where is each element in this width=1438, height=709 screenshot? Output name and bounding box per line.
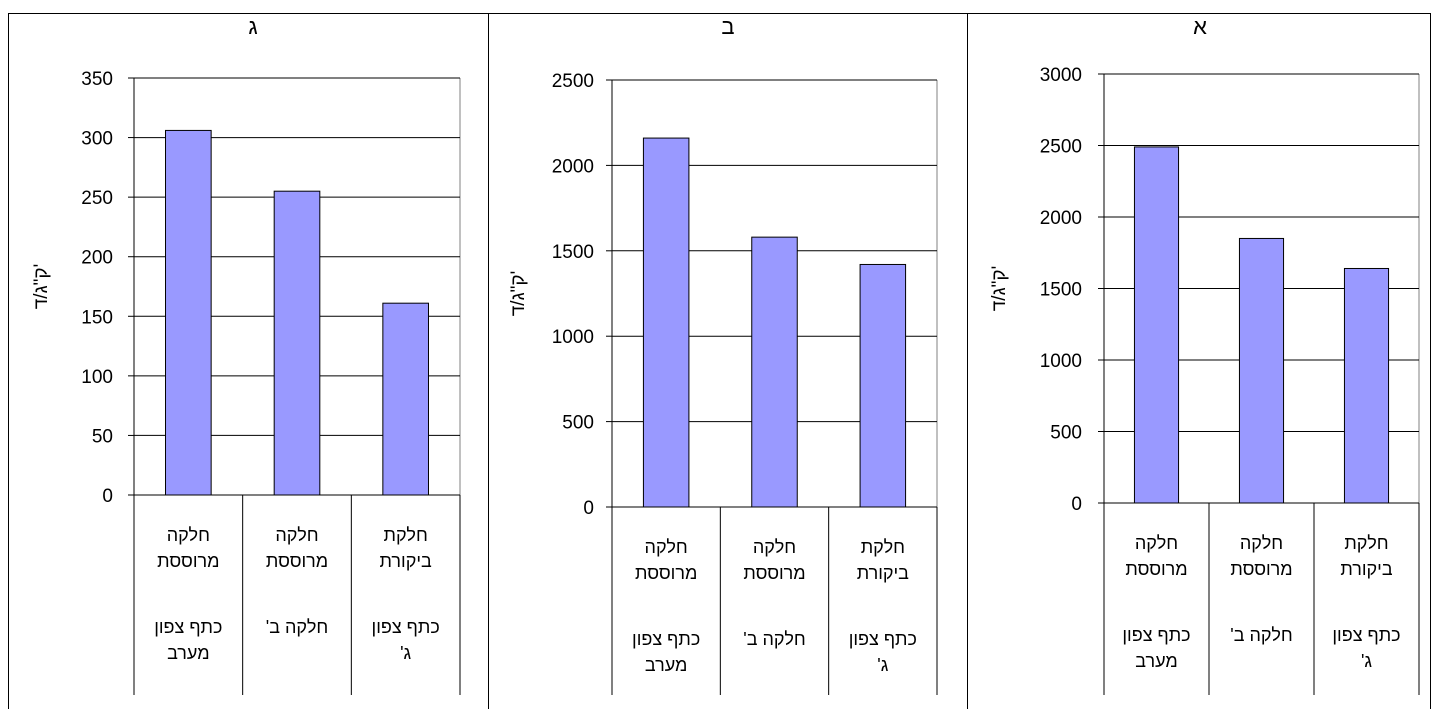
y-tick-label: 0 — [583, 498, 594, 519]
y-tick-label: 1000 — [552, 327, 594, 348]
category-sublabel-line1: כתף צפון — [632, 629, 700, 649]
category-label-line1: חלקה — [753, 537, 796, 557]
table-frame — [8, 13, 1431, 709]
bar — [1238, 237, 1285, 504]
column-divider — [488, 13, 489, 709]
category-label-line2: ביקורת — [857, 563, 909, 583]
category-sublabel-line1: כתף צפון — [154, 617, 222, 637]
bar — [859, 263, 907, 508]
category-label-line1: חלקת — [861, 537, 905, 557]
y-tick-label: 100 — [81, 367, 113, 388]
category-label-line2: מרוססת — [1230, 559, 1292, 579]
y-axis-label: ק"ג/ד' — [989, 266, 1010, 311]
bar — [751, 236, 798, 508]
category-label-line2: ביקורת — [380, 551, 432, 571]
category-sublabel-line2: מערב — [645, 655, 688, 675]
category-sublabel-line1: כתף צפון — [849, 629, 917, 649]
category-sublabel-line1: כתף צפון — [372, 617, 440, 637]
bar — [1133, 146, 1180, 504]
y-axis-label: ק"ג/ד' — [508, 271, 529, 316]
y-tick-label: 2500 — [552, 71, 594, 92]
category-sublabel-line1: כתף צפון — [1122, 625, 1190, 645]
category-sublabel-line2: ג' — [1361, 651, 1372, 671]
y-tick-label: 250 — [81, 188, 113, 209]
category-label-line2: מרוססת — [635, 563, 697, 583]
y-tick-label: 150 — [81, 307, 113, 328]
bar — [273, 190, 321, 496]
category-sublabel-line1: חלקה ב' — [1230, 625, 1292, 645]
category-label-line1: חלקת — [384, 525, 428, 545]
y-tick-label: 2500 — [1040, 137, 1082, 158]
bar — [1343, 267, 1390, 504]
bar — [642, 137, 690, 508]
y-tick-label: 500 — [1050, 423, 1082, 444]
panel-title-bet: ב — [721, 14, 735, 39]
y-tick-label: 1500 — [1040, 280, 1082, 301]
category-label-line1: חלקה — [1240, 533, 1283, 553]
category-sublabel-line2: מערב — [167, 643, 210, 663]
y-tick-label: 1000 — [1040, 351, 1082, 372]
category-sublabel-line2: מערב — [1135, 651, 1178, 671]
category-label-line1: חלקה — [167, 525, 210, 545]
y-tick-label: 3000 — [1040, 65, 1082, 86]
category-sublabel-line1: חלקה ב' — [266, 617, 328, 637]
bar — [165, 129, 212, 496]
y-tick-label: 1500 — [552, 242, 594, 263]
category-sublabel-line2: ג' — [877, 655, 888, 675]
y-tick-label: 300 — [81, 129, 113, 150]
category-label-line2: מרוססת — [266, 551, 328, 571]
y-tick-label: 50 — [92, 426, 113, 447]
category-sublabel-line1: כתף צפון — [1332, 625, 1400, 645]
y-tick-label: 350 — [81, 69, 113, 90]
category-sublabel-line1: חלקה ב' — [743, 629, 805, 649]
y-tick-label: 2000 — [1040, 208, 1082, 229]
panel-title-gimel: ג — [248, 14, 258, 39]
y-tick-label: 500 — [562, 413, 594, 434]
category-label-line2: ביקורת — [1340, 559, 1392, 579]
category-label-line1: חלקה — [275, 525, 318, 545]
bar — [382, 302, 429, 496]
y-tick-label: 0 — [102, 486, 113, 507]
category-label-line1: חלקה — [1135, 533, 1178, 553]
category-sublabel-line2: ג' — [400, 643, 411, 663]
column-divider — [967, 13, 968, 709]
category-label-line1: חלקה — [645, 537, 688, 557]
y-axis-label: ק"ג/ד' — [31, 264, 52, 309]
category-label-line2: מרוססת — [157, 551, 219, 571]
panel-title-alef: א — [1193, 14, 1207, 39]
category-label-line2: מרוססת — [743, 563, 805, 583]
y-tick-label: 0 — [1071, 494, 1082, 515]
y-tick-label: 2000 — [552, 156, 594, 177]
category-label-line1: חלקת — [1344, 533, 1388, 553]
y-tick-label: 200 — [81, 248, 113, 269]
category-label-line2: מרוססת — [1125, 559, 1187, 579]
